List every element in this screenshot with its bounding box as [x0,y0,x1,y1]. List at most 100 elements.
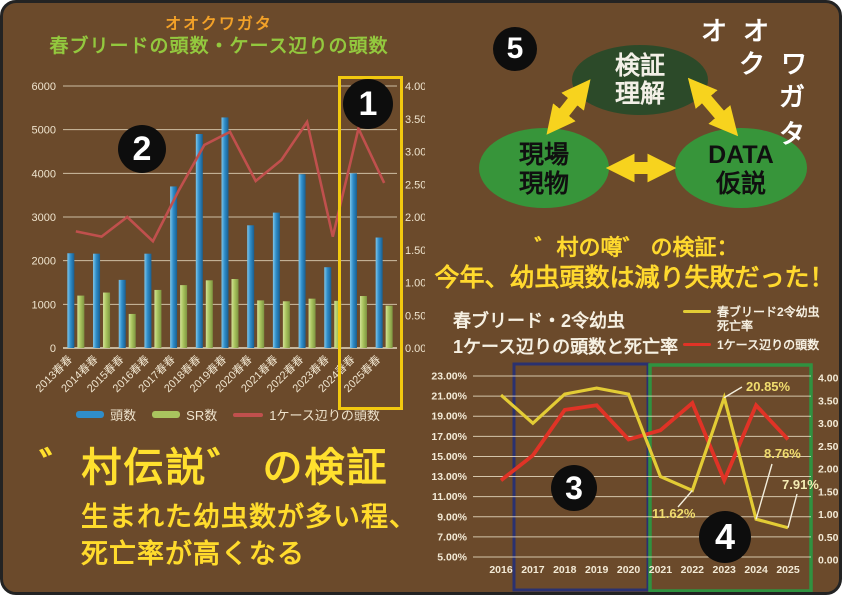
box-2021-2025 [648,363,813,592]
y2-axis-label: 3.00 [405,147,425,159]
verify-understand-node [572,45,708,115]
verify-label: 検証 [615,51,665,80]
bar-頭数 [221,117,229,348]
legend-item-per-case: 1ケース辺りの頭数 [233,405,380,424]
arrow-right-icon [687,77,739,137]
y2-axis-label: 2.50 [818,441,839,453]
y2-axis-label: 4.00 [405,81,425,93]
legend-item-per-case: 1ケース辺りの頭数 [683,338,820,352]
annotation-leader [755,463,773,520]
legend-label-per-case: 1ケース辺りの頭数 [269,408,380,423]
bar-頭数 [67,253,75,348]
village-legend-headline: ゛村伝説゛ の検証 [39,446,389,490]
headcount-swatch [76,411,105,418]
bar-SR数 [334,300,342,348]
bar-頭数 [93,253,101,348]
y-axis-label: 5000 [32,125,56,137]
x-axis-label: 2017 [521,564,545,576]
y-axis-label: 3000 [32,212,56,224]
legend-mortality-line2: 死亡率 [717,319,754,334]
legend-item-mortality: 春ブリード2令幼虫 死亡率 [683,305,820,334]
legend-label-headcount: 頭数 [110,408,137,423]
annotation-label: 7.91% [782,477,819,492]
x-axis-label: 2016 [489,564,513,576]
sr-swatch [152,411,181,418]
y2-axis-label: 0.00 [405,343,425,355]
per-case-swatch-2 [683,342,711,346]
bar-頭数 [247,225,255,348]
bottom-chart-title-line1: 春ブリード・2令幼虫 [453,311,626,331]
x-axis-label: 2024 [744,564,768,576]
y2-axis-label: 1.50 [818,486,839,498]
legend-label-sr: SR数 [186,408,218,423]
badge-2: 2 [118,125,166,173]
genba-genbutsu-node [479,128,609,208]
y2-axis-label: 1.50 [405,245,425,257]
data-hypothesis-node [675,128,807,208]
y-axis-label: 4000 [32,168,56,180]
annotation-leader [787,493,798,528]
village-legend-line2: 死亡率が高くなる [81,539,305,569]
annotation-label: 11.62% [652,506,696,521]
y-axis-label: 7.00% [437,531,467,543]
village-rumor-line1: ゛村の噂゛ の検証： [534,235,739,260]
x-axis-label: 2022 [681,564,705,576]
annotation-label: 8.76% [764,446,801,461]
bar-SR数 [103,292,111,348]
mortality-per-case-chart: 5.00% 7.00% 9.00% 11.00% 13.00% 15.00% 17.00% 1… [431,362,839,592]
bar-SR数 [180,285,188,348]
bar-SR数 [154,289,162,348]
bar-頭数 [298,174,306,348]
understand-label: 理解 [615,80,665,108]
bar-頭数 [195,134,203,348]
per-case-swatch [233,412,264,417]
highlight-rect-2024-2025 [338,76,403,410]
genba-label: 現場 [519,141,569,169]
y-axis-label: 11.00% [432,491,468,503]
y2-axis-label: 2.00 [818,464,839,476]
bar-SR数 [308,298,316,348]
y-axis-label: 13.00% [431,471,467,483]
x-axis-label: 2021 [649,564,673,576]
y-axis-label: 21.00% [431,391,467,403]
line-per-case [75,118,386,244]
legend-item-headcount: 頭数 [76,405,136,424]
bottom-chart-title-line2: 1ケース辺りの頭数と死亡率 [453,337,679,358]
left-chart-title-line1: オオクワガタ [165,16,273,33]
y-axis-label: 6000 [32,81,56,93]
spring-breed-combo-chart: 0 1000 2000 3000 4000 5000 6000 0.00 0.50 1.00 1.5… [32,81,425,395]
left-chart-title-line2: 春ブリードの頭数・ケース辺りの頭数 [49,36,389,57]
y2-axis-label: 3.50 [405,114,425,126]
village-rumor-line2: 今年、幼虫頭数は減り失敗だった！ [434,264,835,292]
mortality-swatch [683,310,711,313]
y2-axis-label: 0.50 [818,532,839,544]
badge-1: 1 [343,79,393,129]
genba-data-verify-diagram: 検証 理解 現場 現物 DATA 仮説 [479,45,807,208]
left-chart-title: オオクワガタ 春ブリードの頭数・ケース辺りの頭数 [13,15,425,59]
bar-SR数 [77,295,85,348]
y2-axis-label: 2.50 [405,179,425,191]
species-name-line3: ガタ [779,82,822,149]
y2-axis-label: 0.50 [405,310,425,322]
x-axis-label: 2025 [776,564,800,576]
y2-axis-label: 3.50 [818,395,839,407]
badge-3: 3 [551,465,597,511]
bar-頭数 [144,253,152,348]
annotation-leader [723,386,743,399]
village-legend-line1: 生まれた幼虫数が多い程、 [81,502,417,532]
y-axis-label: 17.00% [431,431,467,443]
y2-axis-label: 3.00 [818,418,839,430]
legend-item-sr: SR数 [152,405,217,424]
x-axis-label: 2019 [585,564,609,576]
badge-5: 5 [493,27,537,71]
y-axis-label: 9.00% [437,511,467,523]
bar-SR数 [257,300,265,348]
bar-頭数 [170,186,178,348]
y-axis-label: 23.00% [431,371,467,383]
y2-axis-label: 1.00 [818,509,839,521]
bar-頭数 [324,267,332,348]
bar-SR数 [128,313,136,348]
annotation-label: 20.85% [746,379,791,394]
y-axis-label: 0 [50,343,56,355]
y2-axis-label: 2.00 [405,212,425,224]
